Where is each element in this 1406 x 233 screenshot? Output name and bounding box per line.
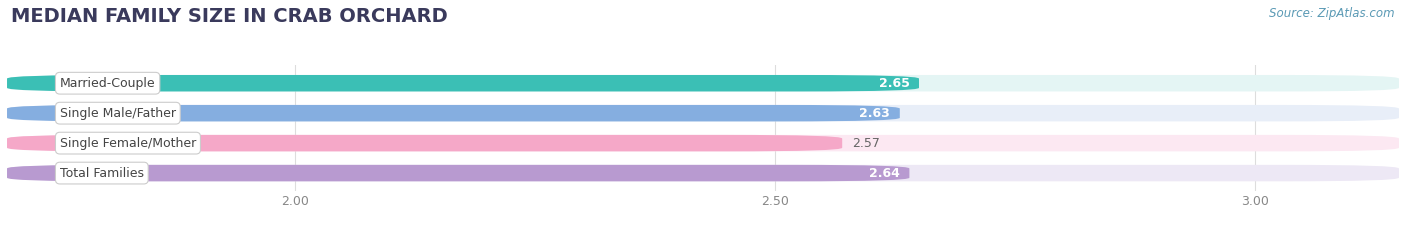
Text: Total Families: Total Families [60,167,143,180]
Text: 2.65: 2.65 [879,77,910,90]
Text: 2.64: 2.64 [869,167,900,180]
FancyBboxPatch shape [7,165,1399,181]
FancyBboxPatch shape [7,135,842,151]
Text: Single Male/Father: Single Male/Father [60,107,176,120]
FancyBboxPatch shape [7,105,900,121]
Text: 2.63: 2.63 [859,107,890,120]
FancyBboxPatch shape [7,165,910,181]
Text: MEDIAN FAMILY SIZE IN CRAB ORCHARD: MEDIAN FAMILY SIZE IN CRAB ORCHARD [11,7,449,26]
FancyBboxPatch shape [7,75,920,92]
FancyBboxPatch shape [7,75,1399,92]
Text: Source: ZipAtlas.com: Source: ZipAtlas.com [1270,7,1395,20]
Text: Single Female/Mother: Single Female/Mother [60,137,195,150]
FancyBboxPatch shape [7,135,1399,151]
Text: 2.57: 2.57 [852,137,880,150]
FancyBboxPatch shape [7,105,1399,121]
Text: Married-Couple: Married-Couple [60,77,156,90]
